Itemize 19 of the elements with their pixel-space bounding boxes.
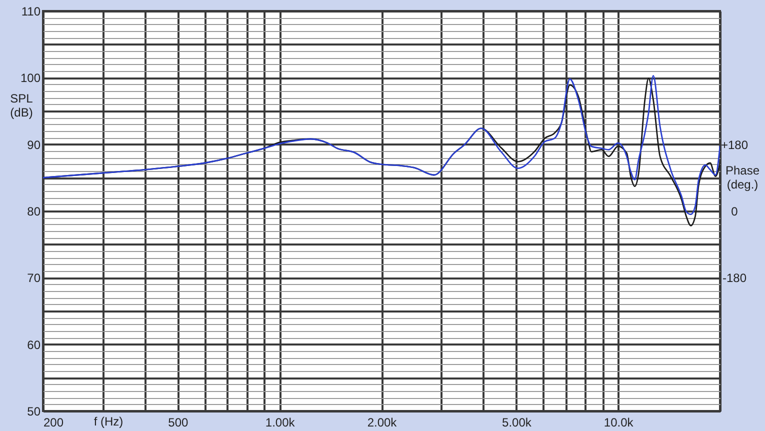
x-tick-label: 500 <box>168 416 189 430</box>
y2-tick-label: -180 <box>722 271 747 286</box>
y2-axis-title: Phase (deg.) <box>725 164 760 192</box>
y-tick-label: 100 <box>20 71 41 86</box>
y2-tick-label: +180 <box>720 138 748 152</box>
x-tick-label: 1.00k <box>265 416 296 430</box>
y-tick-label: 90 <box>27 138 41 152</box>
y2-tick-label: 0 <box>731 204 738 218</box>
y-tick-label: 60 <box>27 338 41 352</box>
y-tick-label: 110 <box>21 4 41 18</box>
x-tick-label: 200 <box>44 416 64 430</box>
x-axis-title: f (Hz) <box>94 414 124 428</box>
x-tick-label: 5.00k <box>502 416 532 430</box>
y-tick-label: 70 <box>27 271 41 286</box>
x-tick-label: 2.00k <box>367 416 398 430</box>
y-axis-title: SPL (dB) <box>10 92 34 120</box>
y-tick-label: 50 <box>27 404 41 418</box>
y-tick-label: 80 <box>27 204 41 218</box>
x-tick-label: 10.0k <box>604 416 634 430</box>
